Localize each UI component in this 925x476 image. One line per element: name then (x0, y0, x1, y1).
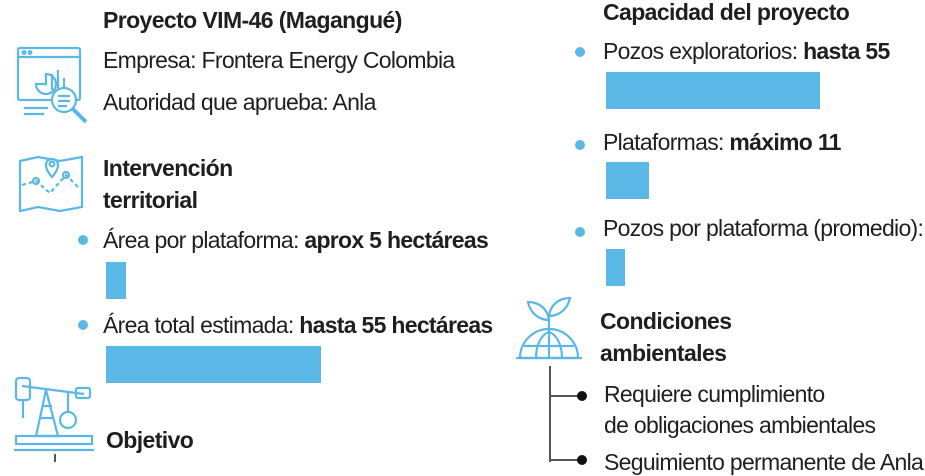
bullet (575, 47, 585, 57)
connector-branch (549, 459, 579, 461)
territorial-title-line1: Intervención (103, 155, 233, 181)
item-label: Pozos por plataforma (promedio): (603, 215, 925, 241)
report-chart-icon (14, 44, 94, 126)
item-value: máximo 11 (729, 129, 841, 155)
item-value: hasta 55 hectáreas (299, 312, 493, 338)
territorial-title-line2: territorial (103, 187, 198, 213)
bullet (575, 227, 585, 237)
bullet (78, 320, 88, 330)
item-value: hasta 55 (803, 38, 890, 64)
territorial-item-area-total: Área total estimada: hasta 55 hectáreas (103, 311, 493, 339)
connector-dot (577, 455, 587, 465)
project-company: Empresa: Frontera Energy Colombia (103, 47, 455, 73)
capacity-item-wells: Pozos exploratorios: hasta 55 (603, 37, 890, 65)
project-title: Proyecto VIM-46 (Magangué) (103, 7, 402, 33)
item-label: Área total estimada: (103, 312, 300, 338)
connector-dot (577, 391, 587, 401)
item-value: aprox 5 hectáreas (304, 227, 489, 253)
capacity-item-wells-per-platform: Pozos por plataforma (promedio): 5 (603, 214, 925, 242)
capacity-title: Capacidad del proyecto (603, 0, 850, 25)
item-label: Plataformas: (603, 129, 730, 155)
item-label: Pozos exploratorios: (603, 38, 804, 64)
bar-area-platform (106, 262, 126, 299)
environment-item-monitoring: Seguimiento permanente de Anla (604, 449, 924, 475)
environment-connector (549, 366, 551, 462)
project-authority: Autoridad que aprueba: Anla (103, 89, 376, 115)
environment-item-obligations-line2: de obligaciones ambientales (604, 412, 876, 438)
bar-area-total (106, 346, 321, 383)
capacity-item-platforms: Plataformas: máximo 11 (603, 128, 841, 156)
bullet (575, 140, 585, 150)
environment-item-obligations-line1: Requiere cumplimiento (604, 381, 825, 407)
oil-pump-icon (12, 374, 96, 454)
item-label: Área por plataforma: (103, 227, 305, 253)
environment-title-line2: ambientales (600, 340, 727, 366)
bar-wells-per-platform (606, 249, 625, 286)
territorial-item-area-platform: Área por plataforma: aprox 5 hectáreas (103, 226, 489, 254)
bullet (78, 235, 88, 245)
objective-connector (54, 454, 56, 462)
bar-platforms (606, 162, 649, 199)
bar-exploratory-wells (606, 72, 820, 109)
objective-title: Objetivo (106, 427, 194, 453)
plant-globe-icon (514, 296, 584, 364)
connector-branch (549, 395, 579, 397)
map-pin-icon (16, 145, 86, 213)
environment-title-line1: Condiciones (600, 308, 732, 334)
